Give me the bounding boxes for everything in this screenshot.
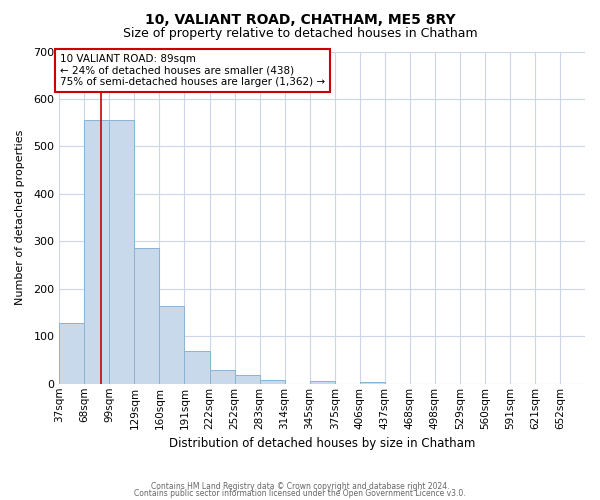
Bar — [209, 370, 235, 384]
Bar — [310, 382, 335, 384]
Text: 10, VALIANT ROAD, CHATHAM, ME5 8RY: 10, VALIANT ROAD, CHATHAM, ME5 8RY — [145, 12, 455, 26]
Y-axis label: Number of detached properties: Number of detached properties — [15, 130, 25, 306]
Bar — [134, 248, 160, 384]
Text: Contains public sector information licensed under the Open Government Licence v3: Contains public sector information licen… — [134, 489, 466, 498]
Text: Size of property relative to detached houses in Chatham: Size of property relative to detached ho… — [122, 28, 478, 40]
Bar — [360, 382, 385, 384]
Bar — [85, 120, 109, 384]
Bar — [59, 323, 85, 384]
Bar — [235, 375, 260, 384]
Text: Contains HM Land Registry data © Crown copyright and database right 2024.: Contains HM Land Registry data © Crown c… — [151, 482, 449, 491]
Bar — [260, 380, 284, 384]
Bar — [160, 306, 184, 384]
X-axis label: Distribution of detached houses by size in Chatham: Distribution of detached houses by size … — [169, 437, 475, 450]
Text: 10 VALIANT ROAD: 89sqm
← 24% of detached houses are smaller (438)
75% of semi-de: 10 VALIANT ROAD: 89sqm ← 24% of detached… — [60, 54, 325, 87]
Bar — [109, 120, 134, 384]
Bar — [184, 352, 209, 384]
